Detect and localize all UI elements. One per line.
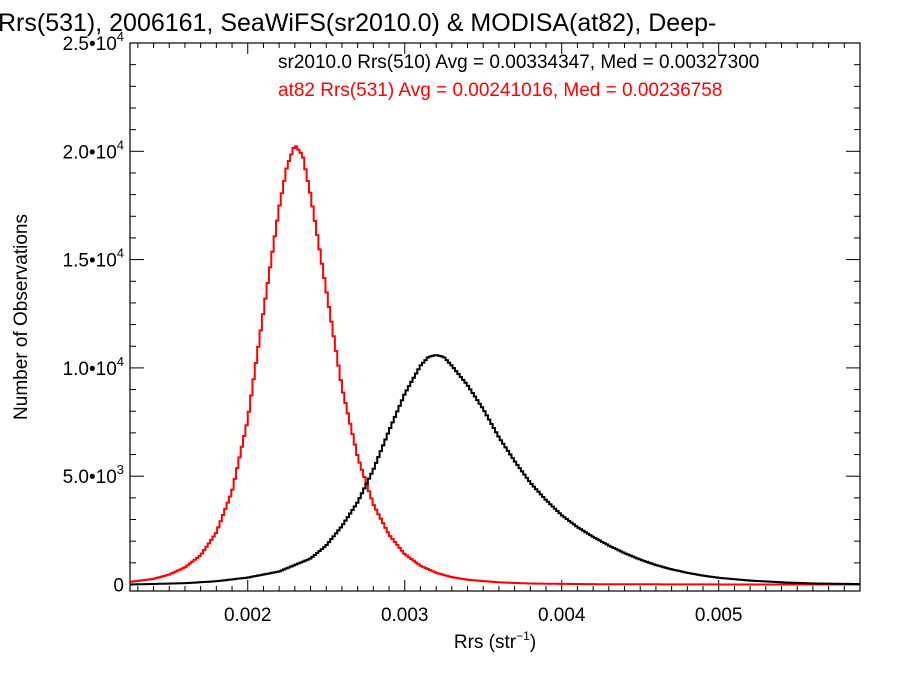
x-axis-label-tail: ) [530, 632, 536, 653]
y-tick-label-exponent: 3 [117, 462, 124, 477]
y-tick-label-exponent: 4 [117, 246, 124, 261]
y-tick-label-base: 5.0•10 [63, 467, 117, 488]
y-tick-label: 2.5•104 [63, 29, 124, 55]
plot-frame [129, 42, 861, 592]
y-tick-label: 1.5•104 [63, 246, 124, 272]
legend: sr2010.0 Rrs(510) Avg = 0.00334347, Med … [278, 52, 759, 101]
x-axis-label-main: Rrs (str [454, 632, 517, 653]
series-line-at82 [130, 145, 860, 586]
x-tick-label: 0.004 [538, 605, 586, 626]
y-tick-label-base: 2.5•10 [63, 34, 117, 55]
x-axis-label-sup: −1 [516, 629, 530, 643]
y-tick-label: 2.0•104 [63, 137, 124, 163]
y-tick-label-exponent: 4 [117, 354, 124, 369]
y-axis-label: Number of Observations [11, 214, 32, 420]
y-tick-label-base: 1.0•10 [63, 359, 117, 380]
x-tick-label: 0.003 [381, 605, 429, 626]
y-tick-label-exponent: 4 [117, 137, 124, 152]
y-tick-label: 0 [113, 576, 124, 597]
y-tick-label: 1.0•104 [63, 354, 124, 380]
axis-ticks: 0.002 0.003 0.004 0.00505.0•1031.0•1041.5•1… [63, 29, 860, 626]
legend-entry-at82: at82 Rrs(531) Avg = 0.00241016, Med = 0.… [278, 80, 722, 101]
y-tick-label: 5.0•103 [63, 462, 124, 488]
x-tick-label: 0.002 [224, 605, 272, 626]
x-axis-label: Rrs (str−1) [454, 629, 536, 653]
x-tick-label: 0.005 [695, 605, 743, 626]
legend-entry-sr2010: sr2010.0 Rrs(510) Avg = 0.00334347, Med … [278, 52, 759, 73]
y-tick-label-base: 0 [113, 576, 124, 597]
chart-title: Rrs(531), 2006161, SeaWiFS(sr2010.0) & M… [0, 9, 716, 37]
y-tick-label-base: 2.0•10 [63, 142, 117, 163]
series-layer [130, 145, 860, 586]
series-line-sr2010 [130, 354, 860, 586]
y-tick-label-base: 1.5•10 [63, 251, 117, 272]
y-tick-label-exponent: 4 [117, 29, 124, 44]
